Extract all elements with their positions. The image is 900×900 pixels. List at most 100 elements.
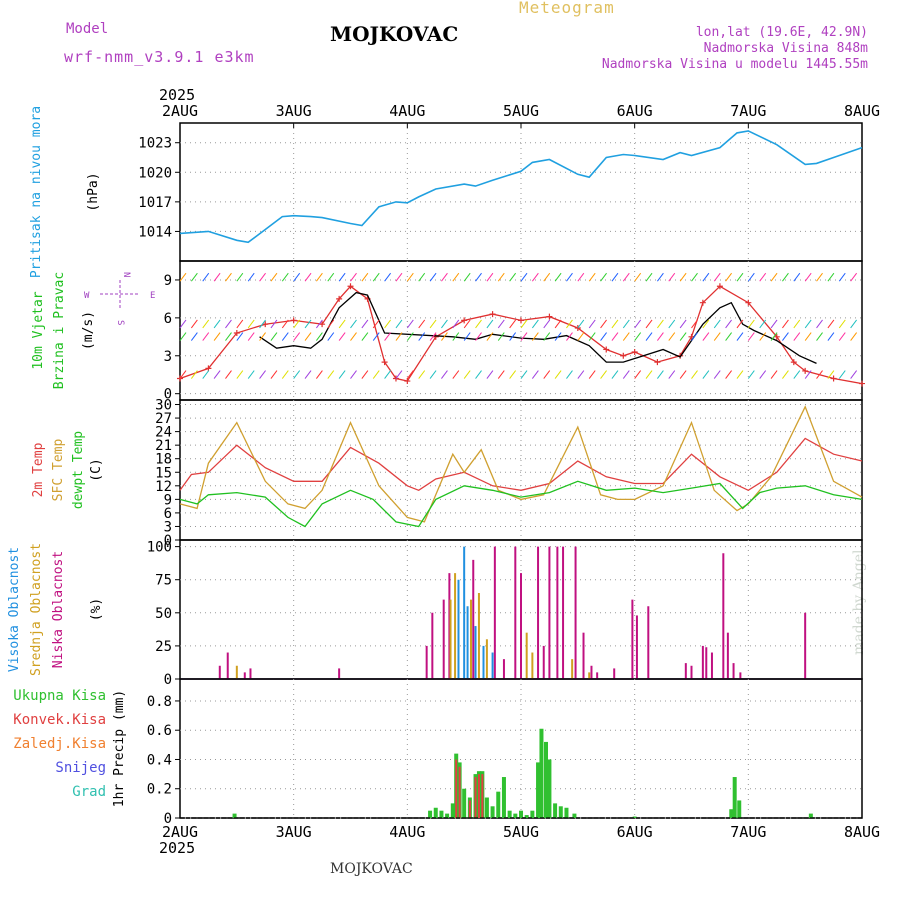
wind-speed-point (347, 283, 354, 290)
wind-barb (793, 272, 801, 282)
series-line-wind-speed (179, 285, 863, 385)
wind-barb (395, 332, 403, 341)
wind-barb (827, 319, 835, 329)
year-label-bottom: 2025 (159, 839, 195, 857)
precip-bar (468, 800, 471, 818)
y-tick-label-precipitation: 0.4 (147, 752, 172, 768)
x-tick-label-bottom: 7AUG (730, 823, 766, 841)
wind-barb (657, 272, 664, 282)
y-tick-label-clouds: 75 (155, 573, 172, 589)
wind-speed-point (802, 367, 809, 374)
wind-barb (622, 272, 630, 282)
wind-barb (736, 370, 744, 379)
ylabel-temp2m: 2m Temp (31, 442, 46, 497)
wind-barb (202, 370, 210, 379)
y-tick-label-clouds: 100 (147, 540, 172, 556)
wind-barb (804, 332, 812, 341)
wind-barb (395, 370, 403, 379)
wind-speed-point (699, 299, 706, 306)
wind-barb (793, 319, 801, 329)
wind-barb (736, 319, 744, 329)
compass-cross (100, 280, 140, 310)
wind-barb (259, 272, 266, 282)
y-tick-label-temperature: 21 (155, 438, 172, 454)
precip-bar (484, 797, 489, 818)
wind-speed-point (546, 313, 553, 320)
wind-barb (441, 319, 448, 329)
y-tick-label-precipitation: 0.2 (147, 782, 172, 798)
wind-barb (850, 319, 858, 329)
wind-speed-point (574, 324, 581, 331)
wind-barb (281, 370, 289, 379)
wind-barb (543, 272, 551, 282)
wind-barb (736, 272, 744, 282)
wind-barb (657, 332, 664, 341)
compass-s: S (115, 320, 125, 325)
wind-barb (202, 332, 210, 341)
precip-legend-item: Zaledj.Kisa (13, 736, 106, 752)
wind-barb (645, 319, 653, 329)
precip-bar (524, 815, 529, 818)
wind-barb (657, 319, 664, 329)
x-tick-label-bottom: 6AUG (617, 823, 653, 841)
wind-barb (702, 332, 710, 341)
wind-barb (725, 332, 732, 341)
wind-barb (327, 370, 335, 379)
wind-barb (634, 370, 642, 379)
wind-barb (406, 272, 414, 282)
wind-barb (713, 332, 721, 341)
wind-barb (713, 272, 721, 282)
wind-barb (520, 319, 528, 329)
precip-bar (519, 810, 523, 818)
precip-bar (547, 759, 552, 818)
y-tick-label-pressure: 1017 (138, 195, 172, 211)
wind-barb (566, 319, 573, 329)
x-tick-label-bottom: 3AUG (276, 823, 312, 841)
y-tick-label-temperature: 27 (155, 411, 172, 427)
compass-w: W (84, 291, 90, 301)
precip-bar (507, 810, 512, 818)
wind-barb (475, 370, 482, 379)
wind-barb (327, 319, 335, 329)
wind-barb (179, 370, 187, 379)
wind-barb (645, 370, 653, 379)
wind-barb (520, 332, 528, 341)
wind-barb (554, 332, 562, 341)
wind-speed-point (262, 321, 269, 328)
wind-barb (770, 332, 778, 341)
wind-barb (372, 272, 380, 282)
wind-barb (759, 319, 767, 329)
wind-barb (475, 319, 482, 329)
wind-barb (782, 332, 789, 341)
wind-barb (486, 332, 494, 341)
wind-barb (793, 370, 801, 379)
wind-barb (804, 319, 812, 329)
wind-barb (611, 370, 619, 379)
wind-barb (588, 319, 596, 329)
wind-barb (827, 370, 835, 379)
precip-bar (450, 803, 455, 818)
ylabel-pressure: Pritisak na nivou mora (29, 106, 44, 278)
wind-barb (600, 319, 607, 329)
wind-barb (566, 272, 573, 282)
wind-barb (691, 272, 698, 282)
wind-barb (225, 332, 232, 341)
wind-barb (691, 370, 698, 379)
wind-speed-point (432, 333, 439, 340)
wind-barb (668, 319, 676, 329)
wind-barb (759, 332, 767, 341)
wind-barb (509, 272, 517, 282)
wind-barb (566, 332, 573, 341)
wind-barb (645, 332, 653, 341)
precip-bar (501, 777, 506, 818)
wind-barb (315, 272, 323, 282)
series-line-wind-gust (259, 291, 817, 364)
wind-barb (531, 319, 539, 329)
precip-bar (564, 807, 569, 818)
wind-barb (406, 319, 414, 329)
y-tick-label-wind: 6 (164, 311, 172, 327)
wind-barb (531, 332, 539, 341)
compass-e: E (150, 291, 155, 301)
wind-barb (429, 332, 437, 341)
wind-barb (827, 332, 835, 341)
